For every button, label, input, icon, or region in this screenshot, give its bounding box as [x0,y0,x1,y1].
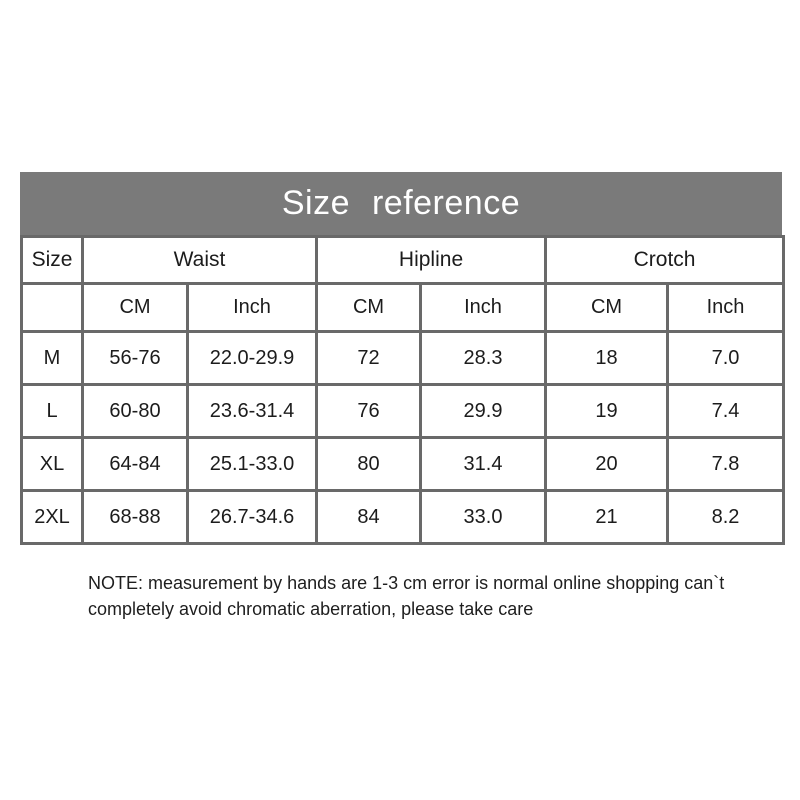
group-header-crotch: Crotch [544,235,786,285]
value-cell: 84 [315,489,423,545]
title-bar: Size reference [20,172,782,235]
value-cell: 60-80 [81,383,189,439]
value-cell: 25.1-33.0 [185,436,319,492]
size-cell: L [20,383,84,439]
note-line-2: completely avoid chromatic aberration, p… [88,599,534,619]
table-row-l: L 60-80 23.6-31.4 76 29.9 19 7.4 [20,383,786,439]
note-text: NOTE: measurement by hands are 1-3 cm er… [20,570,782,622]
value-cell: 19 [544,383,670,439]
unit-header-crotch-cm: CM [544,282,670,333]
value-cell: 26.7-34.6 [185,489,319,545]
size-cell: M [20,330,84,386]
value-cell: 68-88 [81,489,189,545]
group-header-row: Size Waist Hipline Crotch [20,235,786,285]
unit-header-waist-inch: Inch [185,282,319,333]
group-header-waist: Waist [80,235,319,285]
value-cell: 64-84 [81,436,189,492]
value-cell: 72 [315,330,423,386]
unit-header-crotch-inch: Inch [666,282,786,333]
note-line-1: NOTE: measurement by hands are 1-3 cm er… [88,573,725,593]
value-cell: 7.0 [666,330,786,386]
value-cell: 76 [315,383,423,439]
table-row-m: M 56-76 22.0-29.9 72 28.3 18 7.0 [20,330,786,386]
value-cell: 22.0-29.9 [185,330,319,386]
value-cell: 23.6-31.4 [185,383,319,439]
unit-header-waist-cm: CM [81,282,189,333]
value-cell: 28.3 [419,330,548,386]
page-title: Size reference [281,184,521,222]
value-cell: 8.2 [666,489,786,545]
value-cell: 7.4 [666,383,786,439]
size-chart-panel: Size reference Size Waist Hipline Crotch [20,172,786,622]
value-cell: 7.8 [666,436,786,492]
value-cell: 33.0 [419,489,548,545]
unit-header-hipline-inch: Inch [419,282,548,333]
group-header-hipline: Hipline [315,235,548,285]
size-cell: XL [20,436,84,492]
corner-empty-cell [20,282,84,333]
size-column-header: Size [20,235,84,285]
unit-header-row: CM Inch CM Inch CM Inch [20,282,786,333]
size-cell: 2XL [20,489,84,545]
value-cell: 18 [544,330,670,386]
unit-header-hipline-cm: CM [315,282,423,333]
value-cell: 80 [315,436,423,492]
value-cell: 56-76 [81,330,189,386]
size-table: Size Waist Hipline Crotch CM Inch CM Inc… [20,235,786,545]
value-cell: 29.9 [419,383,548,439]
table-row-xl: XL 64-84 25.1-33.0 80 31.4 20 7.8 [20,436,786,492]
value-cell: 21 [544,489,670,545]
value-cell: 31.4 [419,436,548,492]
table-row-2xl: 2XL 68-88 26.7-34.6 84 33.0 21 8.2 [20,489,786,545]
value-cell: 20 [544,436,670,492]
